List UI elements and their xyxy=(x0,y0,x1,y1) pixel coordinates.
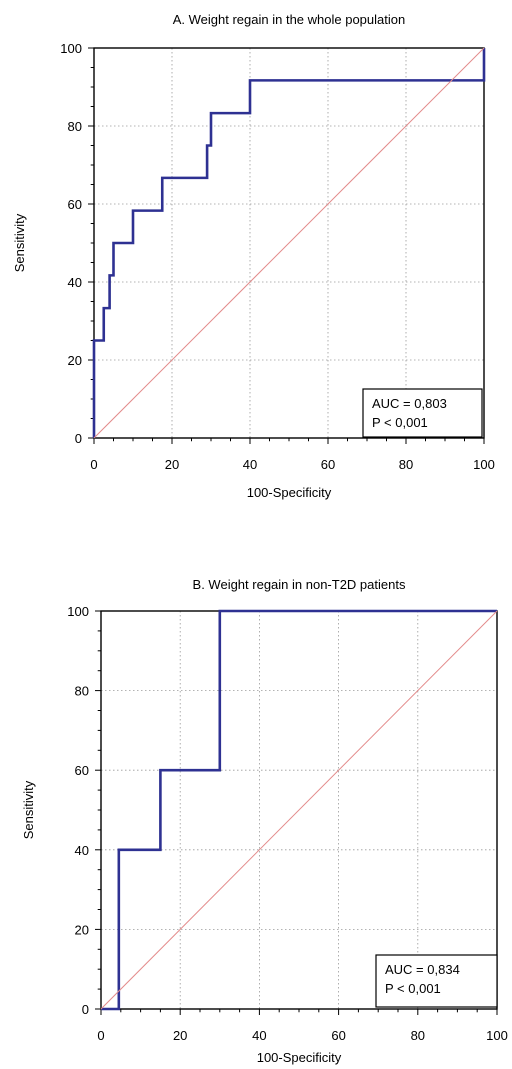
x-tick-label: 0 xyxy=(90,457,97,472)
x-tick-label: 100 xyxy=(486,1028,508,1043)
y-tick-label: 40 xyxy=(75,843,89,858)
y-tick-label: 100 xyxy=(60,41,82,56)
annotation-box xyxy=(375,954,498,1008)
x-tick-label: 20 xyxy=(165,457,179,472)
y-tick-label: 80 xyxy=(68,119,82,134)
y-tick-label: 20 xyxy=(75,922,89,937)
x-tick-label: 60 xyxy=(331,1028,345,1043)
x-tick-label: 40 xyxy=(252,1028,266,1043)
x-tick-label: 100 xyxy=(473,457,495,472)
y-tick-label: 80 xyxy=(75,684,89,699)
y-axis-label: Sensitivity xyxy=(12,213,27,272)
auc-value: AUC = 0,803 xyxy=(372,396,447,411)
reference-diagonal xyxy=(93,47,485,439)
chart-title: A. Weight regain in the whole population xyxy=(173,12,405,27)
p-value: P < 0,001 xyxy=(385,981,441,996)
x-axis-label: 100-Specificity xyxy=(257,1050,342,1065)
roc-curve xyxy=(101,609,497,1011)
x-tick-label: 80 xyxy=(399,457,413,472)
y-tick-label: 60 xyxy=(75,763,89,778)
roc-curve xyxy=(92,48,486,438)
chart-panel-b: 0 20 40 60 80 100 0 20 40 60 80 100 B. Weight regain… xyxy=(21,577,508,1065)
y-tick-label: 0 xyxy=(75,431,82,446)
chart-title: B. Weight regain in non-T2D patients xyxy=(193,577,406,592)
y-tick-label: 0 xyxy=(82,1002,89,1017)
y-tick-label: 60 xyxy=(68,197,82,212)
y-tick-label: 20 xyxy=(68,353,82,368)
y-tick-label: 100 xyxy=(67,604,89,619)
x-tick-label: 20 xyxy=(173,1028,187,1043)
p-value: P < 0,001 xyxy=(372,415,428,430)
x-tick-label: 60 xyxy=(321,457,335,472)
reference-diagonal xyxy=(100,610,498,1010)
y-tick-label: 40 xyxy=(68,275,82,290)
x-tick-label: 80 xyxy=(411,1028,425,1043)
annotation-box xyxy=(362,388,483,438)
x-tick-label: 0 xyxy=(97,1028,104,1043)
x-tick-label: 40 xyxy=(243,457,257,472)
y-axis-label: Sensitivity xyxy=(21,780,36,839)
chart-panel-a: 0 20 40 60 80 100 0 20 40 60 80 100 A. Weight regain… xyxy=(12,12,495,500)
x-axis-label: 100-Specificity xyxy=(247,485,332,500)
auc-value: AUC = 0,834 xyxy=(385,962,460,977)
